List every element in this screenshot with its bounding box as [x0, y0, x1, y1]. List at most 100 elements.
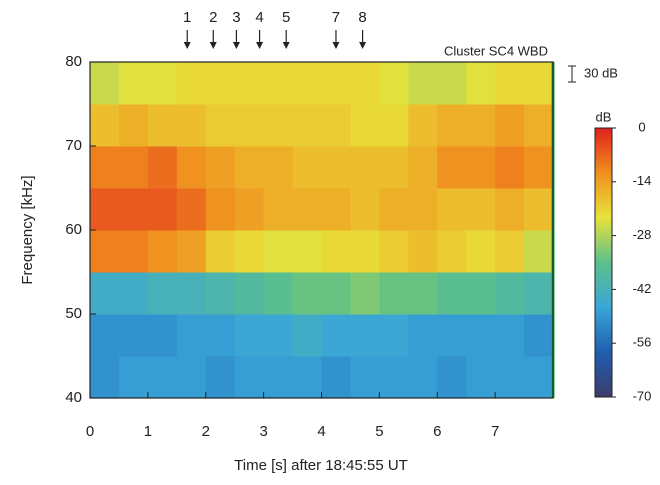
heatmap-cell — [118, 356, 149, 399]
heatmap-cell — [205, 314, 236, 357]
heatmap-cell — [176, 314, 207, 357]
x-tick-label: 0 — [86, 423, 94, 440]
heatmap-cell — [466, 146, 496, 189]
marker-arrowhead — [332, 42, 340, 49]
heatmap-cell — [437, 104, 467, 147]
heatmap-cell — [466, 230, 496, 273]
heatmap-cell — [379, 62, 409, 105]
heatmap-cell — [147, 146, 178, 189]
marker-label: 1 — [183, 9, 191, 26]
heatmap-cell — [263, 104, 294, 147]
heatmap-cell — [466, 314, 496, 357]
heatmap-cell — [147, 188, 178, 231]
heatmap-cell — [263, 356, 294, 399]
heatmap-cell — [118, 188, 149, 231]
heatmap-cell — [234, 62, 265, 105]
heatmap-cell — [379, 230, 409, 273]
heatmap-cell — [118, 62, 149, 105]
heatmap-cell — [292, 146, 322, 189]
heatmap-cell — [176, 356, 207, 399]
heatmap-cell — [350, 104, 380, 147]
marker-label: 4 — [255, 9, 263, 26]
heatmap-cell — [234, 104, 265, 147]
marker-arrowhead — [282, 42, 290, 49]
heatmap-cell — [437, 356, 467, 399]
heatmap-cell — [379, 272, 409, 315]
heatmap-cell — [495, 188, 525, 231]
heatmap-cell — [437, 188, 467, 231]
heatmap-cell — [524, 62, 554, 105]
heatmap-cell — [176, 272, 207, 315]
marker-arrowhead — [359, 42, 367, 49]
heatmap-cell — [263, 314, 294, 357]
heatmap-cell — [118, 146, 149, 189]
heatmap-cell — [176, 230, 207, 273]
heatmap-cell — [495, 62, 525, 105]
heatmap-cell — [495, 230, 525, 273]
heatmap-cell — [234, 230, 265, 273]
heatmap-cell — [524, 314, 554, 357]
heatmap-cell — [292, 62, 322, 105]
heatmap-cell — [90, 188, 120, 231]
heatmap-cell — [205, 272, 236, 315]
heatmap-cell — [205, 62, 236, 105]
scale-bar-label: 30 dB — [584, 65, 618, 80]
heatmap-cell — [292, 230, 322, 273]
heatmap-cell — [234, 314, 265, 357]
heatmap-cell — [350, 230, 380, 273]
heatmap-cell — [205, 230, 236, 273]
heatmap-cell — [147, 62, 178, 105]
heatmap-cell — [147, 356, 178, 399]
heatmap-cell — [321, 356, 351, 399]
heatmap-cell — [90, 146, 120, 189]
colorbar-tick-label: -14 — [633, 173, 652, 188]
heatmap-cell — [437, 272, 467, 315]
heatmap-cell — [90, 356, 120, 399]
heatmap-cell — [350, 314, 380, 357]
x-tick-label: 1 — [144, 423, 152, 440]
heatmap-cell — [205, 104, 236, 147]
heatmap-cell — [379, 314, 409, 357]
x-tick-label: 3 — [259, 423, 267, 440]
heatmap-cell — [90, 314, 120, 357]
x-tick-label: 2 — [202, 423, 210, 440]
heatmap-cell — [437, 314, 467, 357]
heatmap-cell — [437, 230, 467, 273]
heatmap-cell — [263, 272, 294, 315]
colorbar-tick-label: -28 — [633, 227, 652, 242]
heatmap-cell — [466, 62, 496, 105]
heatmap-cell — [379, 146, 409, 189]
heatmap-cell — [90, 62, 120, 105]
heatmap-cell — [263, 188, 294, 231]
y-tick-label: 70 — [65, 137, 82, 154]
heatmap-cell — [292, 104, 322, 147]
heatmap-cell — [292, 356, 322, 399]
heatmap-cell — [524, 104, 554, 147]
heatmap-cell — [118, 230, 149, 273]
y-tick-label: 50 — [65, 305, 82, 322]
colorbar-label: dB — [596, 109, 612, 124]
heatmap-cell — [466, 356, 496, 399]
heatmap-cell — [234, 188, 265, 231]
heatmap-cell — [524, 272, 554, 315]
colorbar-tick-label: -42 — [633, 281, 652, 296]
heatmap-cell — [90, 230, 120, 273]
heatmap-cell — [321, 272, 351, 315]
heatmap-cell — [408, 314, 438, 357]
heatmap-cell — [90, 272, 120, 315]
heatmap-cell — [147, 314, 178, 357]
heatmap-cell — [408, 104, 438, 147]
heatmap-cell — [379, 356, 409, 399]
heatmap-cell — [350, 146, 380, 189]
colorbar-tick-label: -56 — [633, 335, 652, 350]
heatmap-cell — [147, 272, 178, 315]
marker-arrowhead — [232, 42, 240, 49]
heatmap-cell — [263, 62, 294, 105]
marker-arrowhead — [209, 42, 217, 49]
heatmap-cell — [524, 146, 554, 189]
heatmap-cell — [321, 314, 351, 357]
heatmap-cell — [466, 272, 496, 315]
heatmap-cell — [408, 356, 438, 399]
heatmap-cell — [437, 146, 467, 189]
heatmap-cell — [176, 62, 207, 105]
